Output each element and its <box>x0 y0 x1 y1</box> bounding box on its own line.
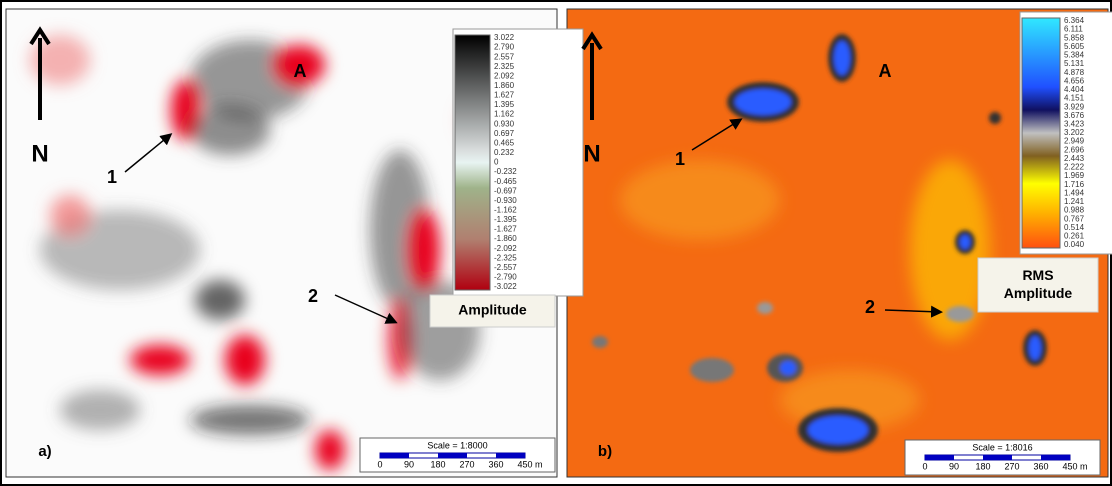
colorbar-label: -0.232 <box>494 167 517 176</box>
marker-label: 2 <box>865 297 875 317</box>
scale-bar-segment <box>496 453 525 458</box>
scale-unit: m <box>1080 461 1088 471</box>
scale-tick-label: 180 <box>430 459 445 469</box>
colorbar-label: -2.325 <box>494 253 517 262</box>
marker-label: A <box>879 61 892 81</box>
colorbar-label: -0.930 <box>494 196 517 205</box>
scale-tick-label: 180 <box>975 461 990 471</box>
colorbar-label: 1.860 <box>494 81 515 90</box>
colorbar-label: 0.930 <box>494 119 515 128</box>
scale-tick-label: 0 <box>922 461 927 471</box>
scale-bar-segment <box>438 453 467 458</box>
legend-title: Amplitude <box>458 302 527 318</box>
marker-label: 1 <box>675 149 685 169</box>
colorbar-label: 0 <box>494 158 499 167</box>
scale-tick-label: 360 <box>488 459 503 469</box>
marker-label: 1 <box>107 167 117 187</box>
colorbar-label: 0.040 <box>1064 240 1085 249</box>
colorbar-label: -1.627 <box>494 225 517 234</box>
panel-label: a) <box>38 443 51 460</box>
marker-label: 2 <box>308 286 318 306</box>
scale-text: Scale = 1:8016 <box>972 442 1032 452</box>
north-label: N <box>31 140 48 167</box>
colorbar-label: 2.325 <box>494 62 515 71</box>
scale-tick-label: 270 <box>1004 461 1019 471</box>
colorbar-label: -0.465 <box>494 177 517 186</box>
colorbar-label: -0.697 <box>494 186 517 195</box>
scale-unit: m <box>535 459 543 469</box>
colorbar-label: 1.162 <box>494 110 515 119</box>
colorbar-label: 0.697 <box>494 129 515 138</box>
colorbar-label: 3.022 <box>494 33 515 42</box>
colorbar-label: -1.162 <box>494 205 517 214</box>
scale-tick-label: 360 <box>1033 461 1048 471</box>
north-label: N <box>583 140 600 167</box>
figure: N A 1 2 a) 3.0222.7902.5572.3252.0921.8601.62… <box>0 0 1112 486</box>
colorbar-label: -2.092 <box>494 244 517 253</box>
scale-bar-segment <box>1041 455 1070 460</box>
scale-bar-segment <box>925 455 954 460</box>
marker-label: A <box>294 61 307 81</box>
colorbar-label: 2.557 <box>494 52 515 61</box>
scale-tick-label: 450 <box>517 459 532 469</box>
colorbar-label: 1.627 <box>494 91 515 100</box>
scale-bar-segment <box>380 453 409 458</box>
colorbar <box>1022 18 1060 248</box>
scale-tick-label: 90 <box>949 461 959 471</box>
scale-text: Scale = 1:8000 <box>427 440 487 450</box>
colorbar-label: 0.465 <box>494 138 515 147</box>
colorbar-label: 2.790 <box>494 43 515 52</box>
colorbar-label: 2.092 <box>494 71 515 80</box>
colorbar-label: -3.022 <box>494 282 517 291</box>
colorbar-label: -1.395 <box>494 215 517 224</box>
colorbar-label: 0.232 <box>494 148 515 157</box>
scale-tick-label: 270 <box>459 459 474 469</box>
colorbar <box>455 35 490 290</box>
colorbar-label: -1.860 <box>494 234 517 243</box>
panel-label: b) <box>598 443 612 460</box>
scale-bar-segment <box>983 455 1012 460</box>
scale-tick-label: 450 <box>1062 461 1077 471</box>
colorbar-label: -2.557 <box>494 263 517 272</box>
colorbar-label: -2.790 <box>494 273 517 282</box>
scale-tick-label: 90 <box>404 459 414 469</box>
colorbar-label: 1.395 <box>494 100 515 109</box>
scale-tick-label: 0 <box>377 459 382 469</box>
